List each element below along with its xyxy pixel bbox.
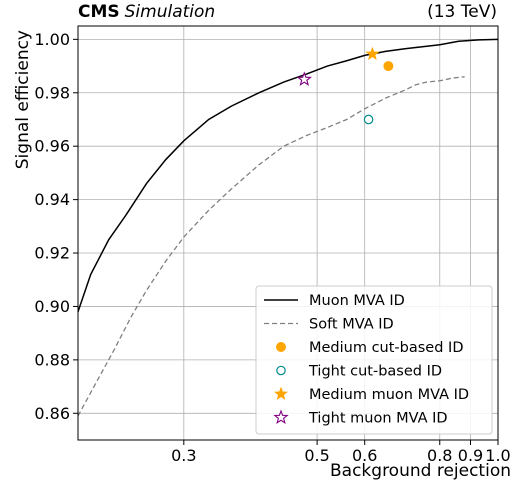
legend: Muon MVA ID Soft MVA ID Medium cut-based I…: [255, 285, 493, 435]
legend-label-tight-muon-mva-id: Tight muon MVA ID: [308, 411, 448, 427]
y-tick-label: 0.94: [34, 190, 70, 209]
legend-label-muon-mva-id: Muon MVA ID: [309, 293, 405, 309]
x-tick-label: 0.5: [304, 446, 329, 465]
x-axis-label: Background rejection: [330, 461, 511, 481]
legend-label-medium-muon-mva-id: Medium muon MVA ID: [309, 387, 469, 403]
legend-box: [255, 285, 493, 435]
x-tick-label: 1.0: [485, 446, 510, 465]
y-tick-label: 0.88: [34, 350, 70, 369]
y-tick-label: 0.86: [34, 404, 70, 423]
y-tick-label: 0.92: [34, 244, 70, 263]
tight-muon-mva-id-marker: [296, 71, 312, 86]
simulation-label: Simulation: [125, 2, 216, 22]
x-tick-label: 0.9: [458, 446, 483, 465]
y-axis-label: Signal efficiency: [13, 30, 33, 169]
y-tick-label: 0.96: [34, 137, 70, 156]
legend-label-medium-cut-based-id: Medium cut-based ID: [309, 340, 464, 356]
plot-series: [77, 38, 499, 417]
experiment-label: CMS: [78, 2, 120, 22]
y-tick-label: 0.98: [34, 83, 70, 102]
axis-ticks: 0.3 0.5 0.6 0.8 0.9 1.0 0.86 0.88 0.90 0.92 0.94 0.…: [34, 30, 510, 465]
header-experiment: CMS Simulation: [78, 2, 215, 22]
x-tick-label: 0.3: [171, 446, 196, 465]
legend-swatch-medium-muon-mva-id: [274, 386, 288, 400]
plot-frame: [77, 25, 499, 441]
header-energy: (13 TeV): [427, 2, 497, 22]
y-tick-label: 1.00: [34, 30, 70, 49]
soft-mva-id-line: [77, 76, 465, 417]
legend-swatch-tight-muon-mva-id: [273, 409, 289, 425]
medium-muon-mva-id-marker: [365, 46, 380, 60]
legend-swatch-tight-cut-based-id: [276, 365, 286, 376]
medium-cut-based-id-marker: [383, 61, 394, 72]
legend-label-tight-cut-based-id: Tight cut-based ID: [308, 364, 442, 380]
y-tick-label: 0.90: [34, 297, 70, 316]
legend-label-soft-mva-id: Soft MVA ID: [309, 317, 394, 333]
legend-swatch-medium-cut-based-id: [276, 342, 286, 352]
x-tick-label: 0.8: [427, 446, 452, 465]
tight-cut-based-id-marker: [363, 114, 374, 125]
x-tick-label: 0.6: [352, 446, 377, 465]
muon-mva-id-line: [77, 38, 499, 313]
